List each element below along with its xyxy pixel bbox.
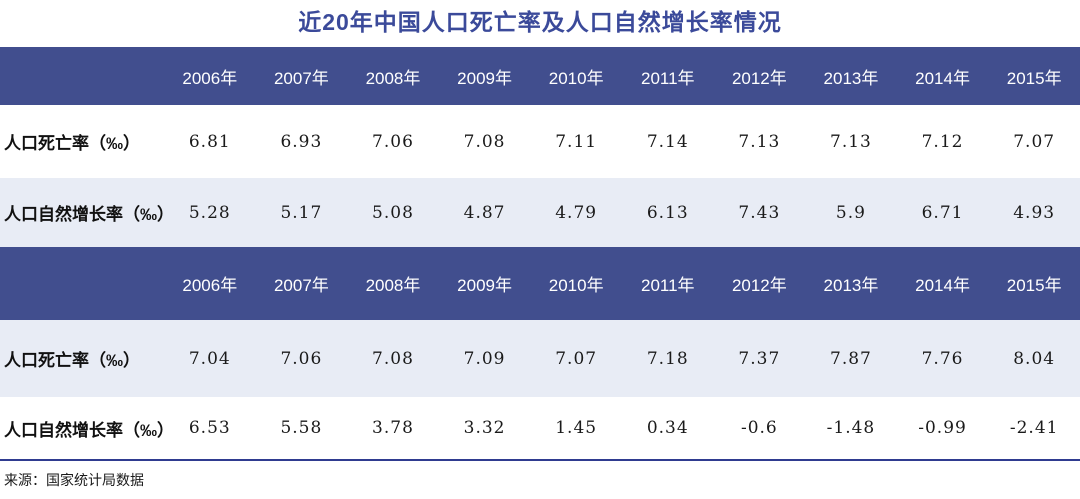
year-header-cell: 2008年 [365,68,421,88]
value-cell: 7.18 [646,348,689,369]
year-header-cell: 2014年 [915,68,970,88]
year-header-cell: 2009年 [457,276,512,295]
year-header-cell: 2006年 [182,68,238,88]
value-cell: 7.07 [555,348,598,369]
divider [0,459,1080,461]
row-label: 人口自然增长率（‰） [4,205,174,224]
data-table-1: 2006年 2007年 2008年 2009年 2010年 2011年 2012… [0,47,1080,247]
value-cell: 7.06 [372,131,414,152]
value-cell: 7.13 [830,131,872,152]
corner-cell [0,47,164,105]
value-cell: 5.9 [835,202,866,223]
source-note: 来源：国家统计局数据 [4,472,144,488]
value-cell: 7.09 [463,348,506,369]
value-cell: 7.12 [921,131,964,152]
year-header-cell: 2014年 [915,276,970,295]
value-cell: 0.34 [646,418,689,438]
value-cell: 8.04 [1013,348,1056,369]
year-header-cell: 2013年 [823,276,879,295]
value-cell: 3.78 [372,418,414,438]
value-cell: 5.17 [280,202,323,223]
value-cell: 7.06 [280,348,323,369]
value-cell: 6.53 [188,418,231,438]
year-header-cell: 2008年 [365,276,421,295]
year-header-cell: 2010年 [548,276,604,295]
value-cell: 7.87 [830,348,872,369]
row-label: 人口死亡率（‰） [4,351,140,370]
value-cell: 5.28 [188,202,231,223]
table-row-growth-rate-1: 人口自然增长率（‰） 5.28 5.17 5.08 4.87 4.79 6.13… [0,178,1080,247]
value-cell: 5.08 [372,202,414,223]
value-cell: -0.99 [918,418,967,438]
value-cell: -1.48 [826,418,876,438]
value-cell: 6.93 [280,131,323,152]
year-header-cell: 2012年 [731,276,787,295]
value-cell: 7.14 [646,131,689,152]
year-header-cell: 2013年 [823,68,879,88]
value-cell: 7.43 [738,202,781,223]
value-cell: 6.81 [188,131,231,152]
year-header-cell: 2011年 [640,276,695,295]
value-cell: 7.08 [372,348,414,369]
year-header-cell: 2015年 [1006,276,1062,295]
value-cell: 4.93 [1013,202,1056,223]
year-header-cell: 2006年 [182,276,238,295]
value-cell: 7.37 [738,348,781,369]
value-cell: 7.08 [463,131,506,152]
value-cell: 1.45 [555,418,598,438]
year-header-cell: 2007年 [273,68,329,88]
value-cell: -2.41 [1009,418,1059,438]
row-label: 人口自然增长率（‰） [4,420,174,440]
year-header-cell: 2007年 [273,276,329,295]
value-cell: 6.13 [646,202,689,223]
year-header-cell: 2015年 [1006,68,1062,88]
data-table-2: 2006年 2007年 2008年 2009年 2010年 2011年 2012… [0,247,1080,459]
row-label: 人口死亡率（‰） [4,134,140,153]
year-header-cell: 2011年 [640,68,695,88]
corner-cell [0,247,164,320]
value-cell: 4.87 [463,202,506,223]
value-cell: 7.76 [921,348,964,369]
table-row-death-rate-1: 人口死亡率（‰） 6.81 6.93 7.06 7.08 7.11 7.14 7… [0,105,1080,178]
page-title: 近20年中国人口死亡率及人口自然增长率情况 [298,9,782,35]
value-cell: 7.07 [1013,131,1056,152]
year-header-cell: 2010年 [548,68,604,88]
value-cell: 4.79 [555,202,598,223]
table-row-death-rate-2: 人口死亡率（‰） 7.04 7.06 7.08 7.09 7.07 7.18 7… [0,320,1080,397]
year-header-cell: 2012年 [731,68,787,88]
value-cell: 7.04 [188,348,231,369]
value-cell: -0.6 [740,418,778,438]
value-cell: 3.32 [463,418,506,438]
table-2-header-row: 2006年 2007年 2008年 2009年 2010年 2011年 2012… [0,247,1080,320]
table-1-header-row: 2006年 2007年 2008年 2009年 2010年 2011年 2012… [0,47,1080,105]
value-cell: 5.58 [280,418,323,438]
table-row-growth-rate-2: 人口自然增长率（‰） 6.53 5.58 3.78 3.32 1.45 0.34… [0,397,1080,459]
value-cell: 6.71 [921,202,964,223]
value-cell: 7.11 [555,131,598,152]
year-header-cell: 2009年 [457,68,512,88]
value-cell: 7.13 [738,131,781,152]
